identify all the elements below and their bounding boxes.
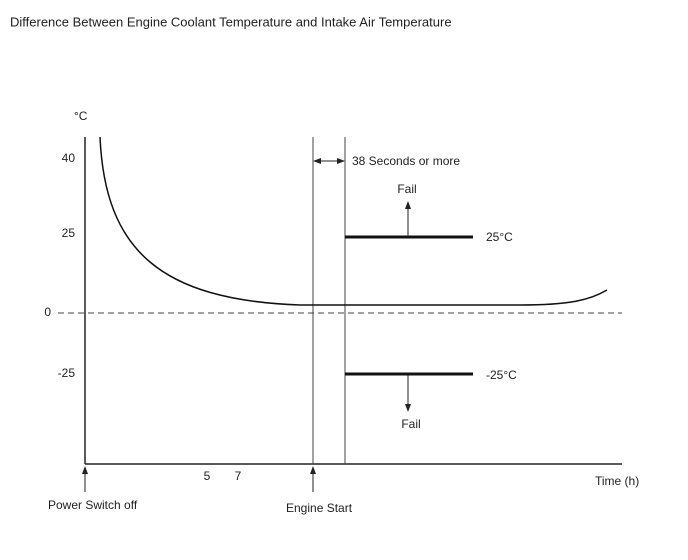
title: Difference Between Engine Coolant Temper… bbox=[10, 14, 452, 29]
threshold-label: 25°C bbox=[486, 230, 513, 244]
x-tick-label: 7 bbox=[235, 469, 242, 483]
duration-label: 38 Seconds or more bbox=[352, 154, 460, 168]
y-tick-label: 40 bbox=[62, 151, 76, 165]
event-label: Power Switch off bbox=[48, 498, 138, 512]
threshold-label: -25°C bbox=[486, 368, 517, 382]
y-tick-label: 0 bbox=[44, 305, 51, 319]
fail-label: Fail bbox=[401, 417, 420, 431]
x-tick-label: 5 bbox=[204, 469, 211, 483]
x-axis-label: Time (h) bbox=[595, 474, 639, 488]
y-tick-label: -25 bbox=[58, 366, 76, 380]
y-unit: °C bbox=[74, 109, 88, 123]
fail-label: Fail bbox=[397, 182, 416, 196]
event-label: Engine Start bbox=[286, 501, 353, 515]
y-tick-label: 25 bbox=[62, 226, 76, 240]
temperature-curve bbox=[99, 136, 608, 306]
